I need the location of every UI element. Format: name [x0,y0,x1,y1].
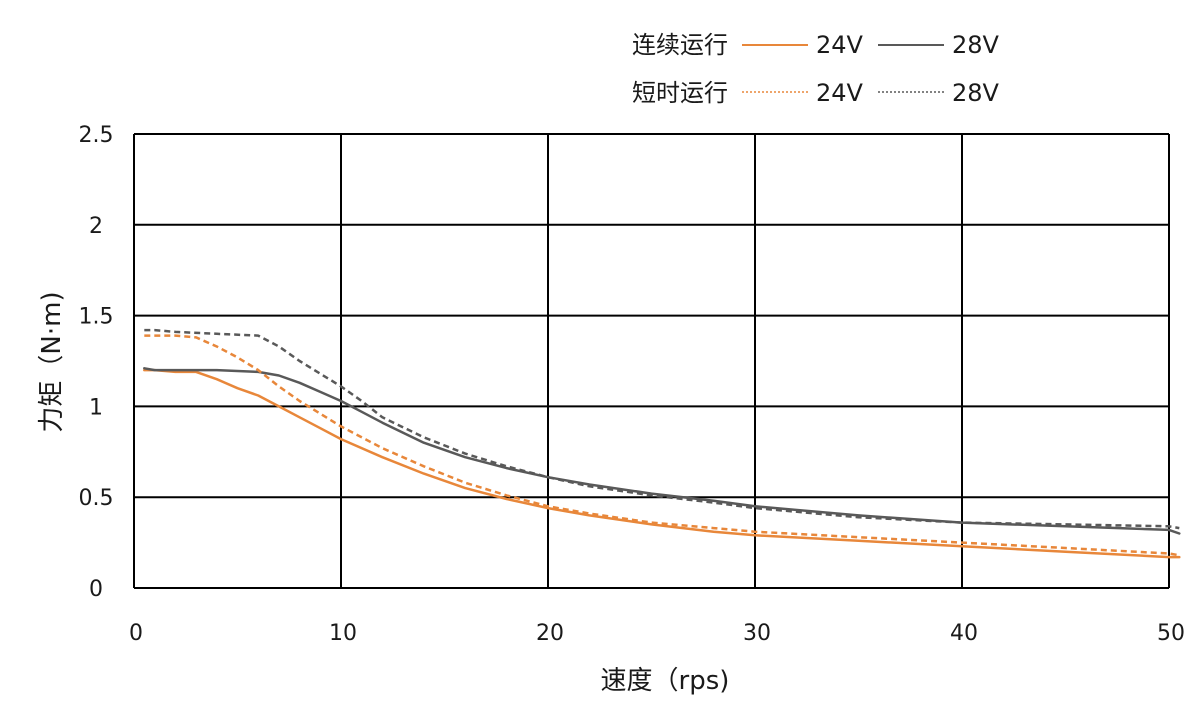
series-line-0 [143,368,1181,559]
y-tick-label: 0 [89,577,103,602]
x-tick-label: 10 [329,621,357,646]
y-tick-label: 0.5 [79,486,114,511]
x-tick-label: 40 [950,621,978,646]
legend-label-short-time-24v: 24V [816,79,864,107]
x-tick-label: 20 [536,621,564,646]
series-line-2 [144,334,1180,557]
x-tick-label: 30 [743,621,771,646]
y-tick-label: 1.5 [79,305,114,330]
series-layer [143,328,1181,559]
series-line-1 [143,367,1181,535]
y-tick-labels: 0 0.5 1 1.5 2 2.5 [79,123,114,602]
x-axis-title: 速度（rps) [601,666,730,696]
legend-label-short-time-28v: 28V [952,79,1000,107]
legend: 连续运行 24V 28V 短时运行 24V 28V [632,31,1000,107]
x-tick-label: 50 [1157,621,1185,646]
legend-group-continuous: 连续运行 [632,31,728,59]
y-axis-title: 力矩（N·m) [37,291,67,432]
grid [133,133,1170,589]
y-tick-label: 1 [89,395,103,420]
series-line-3 [144,328,1180,530]
legend-label-continuous-24v: 24V [816,31,864,59]
x-tick-labels: 0 10 20 30 40 50 [129,621,1185,646]
legend-label-continuous-28v: 28V [952,31,1000,59]
y-tick-label: 2 [89,214,103,239]
y-tick-label: 2.5 [79,123,114,148]
legend-group-short-time: 短时运行 [632,79,728,107]
x-tick-label: 0 [129,621,143,646]
